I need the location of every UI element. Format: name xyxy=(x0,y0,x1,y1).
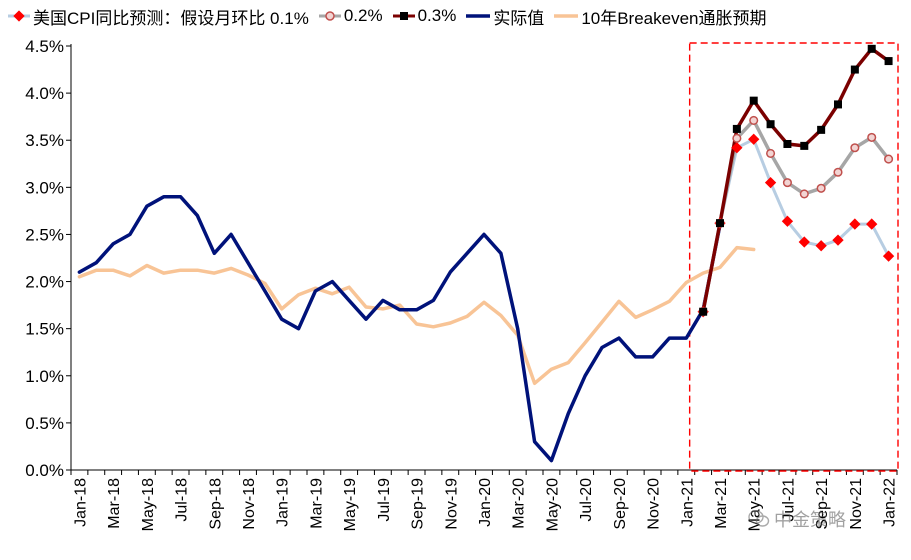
plot-area xyxy=(77,42,899,472)
x-tick-label: Jan-22 xyxy=(882,478,899,527)
legend-swatch-breakeven xyxy=(554,14,579,18)
series-p01-point xyxy=(832,234,844,246)
forecast-highlight-box xyxy=(688,42,899,472)
legend-swatch-p03 xyxy=(392,12,415,20)
legend-label-p01: 美国CPI同比预测：假设月环比 0.1% xyxy=(33,8,309,28)
series-p02-point xyxy=(766,148,776,158)
legend-swatch-actual xyxy=(466,14,491,18)
y-tick-label: 0.0% xyxy=(25,461,64,480)
series-p01-point xyxy=(815,240,827,252)
x-tick-label: Nov-20 xyxy=(646,478,663,530)
x-tick-label: May-19 xyxy=(342,478,359,531)
x-tick-label: Jul-20 xyxy=(578,478,595,522)
legend-label-p02: 0.2% xyxy=(343,6,383,25)
x-tick-label: Jul-18 xyxy=(174,478,191,522)
x-tick-label: Jul-21 xyxy=(780,478,797,522)
series-p03-point xyxy=(850,65,859,74)
series-p02-point xyxy=(782,178,792,188)
y-tick-label: 2.5% xyxy=(25,225,64,244)
series-p01-point xyxy=(798,236,810,248)
y-tick-label: 4.0% xyxy=(25,84,64,103)
wechat-icon xyxy=(748,510,770,527)
series-p02-point xyxy=(884,154,894,164)
x-tick-label: Jan-18 xyxy=(72,478,89,527)
x-tick-label: May-18 xyxy=(140,478,157,531)
series-breakeven-line xyxy=(77,245,756,386)
series-p01-point xyxy=(866,218,878,230)
y-tick-label: 3.5% xyxy=(25,131,64,150)
legend: 美国CPI同比预测：假设月环比 0.1% 0.2% 0.3% 实际值 10年Br… xyxy=(8,3,777,29)
x-tick-label: Nov-19 xyxy=(443,478,460,530)
x-tick-label: Nov-18 xyxy=(241,478,258,530)
y-tick-label: 2.0% xyxy=(25,273,64,292)
legend-swatch-p02 xyxy=(318,11,341,21)
series-p01-point xyxy=(764,176,777,189)
series-p01-point xyxy=(882,250,895,262)
legend-item-p02: 0.2% xyxy=(318,6,383,26)
series-p02-point xyxy=(749,115,759,125)
watermark: 中金策略 xyxy=(748,506,846,532)
series-p03-point xyxy=(699,307,708,316)
legend-item-p03: 0.3% xyxy=(392,6,457,26)
series-p01-point xyxy=(748,133,760,145)
series-p03-point xyxy=(884,57,893,66)
series-p02-point xyxy=(850,143,860,153)
x-tick-label: Sep-21 xyxy=(814,478,831,530)
x-tick-label: Mar-18 xyxy=(106,478,123,529)
x-tick-label: Sep-20 xyxy=(612,478,629,530)
x-tick-label: Jan-21 xyxy=(679,478,696,527)
series-actual-line xyxy=(77,195,722,463)
series-p03-point xyxy=(766,120,775,129)
x-tick-label: Mar-20 xyxy=(511,478,528,529)
legend-label-p03: 0.3% xyxy=(417,6,457,25)
legend-item-actual: 实际值 xyxy=(466,4,544,29)
x-tick-label: May-21 xyxy=(747,478,764,531)
series-p02-line xyxy=(701,118,891,314)
x-tick-label: Jan-19 xyxy=(275,478,292,527)
x-tick-label: Sep-19 xyxy=(410,478,427,530)
series-p02-point xyxy=(816,183,826,193)
x-tick-label: Sep-18 xyxy=(207,478,224,530)
series-p03-point xyxy=(867,44,876,53)
axes: 0.0% 0.5% 1.0% 1.5% 2.0% 2.5% 3.0% 3.5% 4.0% 4.5%… xyxy=(25,37,898,531)
series-p01-point xyxy=(731,142,743,154)
legend-label-actual: 实际值 xyxy=(493,8,545,28)
series-p03-point xyxy=(732,124,741,133)
series-p03-point xyxy=(817,125,826,134)
series-p02-point xyxy=(833,167,843,177)
y-tick-label: 1.0% xyxy=(25,367,64,386)
legend-item-breakeven: 10年Breakeven通胀预期 xyxy=(554,4,767,29)
y-tick-label: 0.5% xyxy=(25,414,64,433)
legend-swatch-p01 xyxy=(8,10,30,22)
series-p03-point xyxy=(716,219,724,228)
series-p01-point xyxy=(781,215,794,227)
y-tick-label: 1.5% xyxy=(25,320,64,339)
y-tick-label: 4.5% xyxy=(25,37,64,56)
x-tick-label: May-20 xyxy=(544,478,561,531)
series-p01-point xyxy=(849,218,861,230)
x-tick-label: Nov-21 xyxy=(848,478,865,530)
watermark-text: 中金策略 xyxy=(774,510,846,531)
y-tick-label: 3.0% xyxy=(25,178,64,197)
x-tick-label: Jan-20 xyxy=(477,478,494,527)
x-tick-label: Mar-19 xyxy=(308,478,325,529)
series-p02-point xyxy=(799,189,809,199)
legend-item-p01: 美国CPI同比预测：假设月环比 0.1% xyxy=(8,4,309,29)
legend-label-breakeven: 10年Breakeven通胀预期 xyxy=(581,8,767,28)
series-p03-point xyxy=(783,139,792,148)
series-p03-point xyxy=(834,100,842,109)
series-p02-point xyxy=(732,133,742,143)
series-p03-point xyxy=(749,96,758,105)
x-tick-label: Mar-21 xyxy=(713,478,730,529)
series-p03-point xyxy=(800,141,809,150)
series-p02-point xyxy=(867,132,877,142)
x-tick-label: Jul-19 xyxy=(376,478,393,522)
